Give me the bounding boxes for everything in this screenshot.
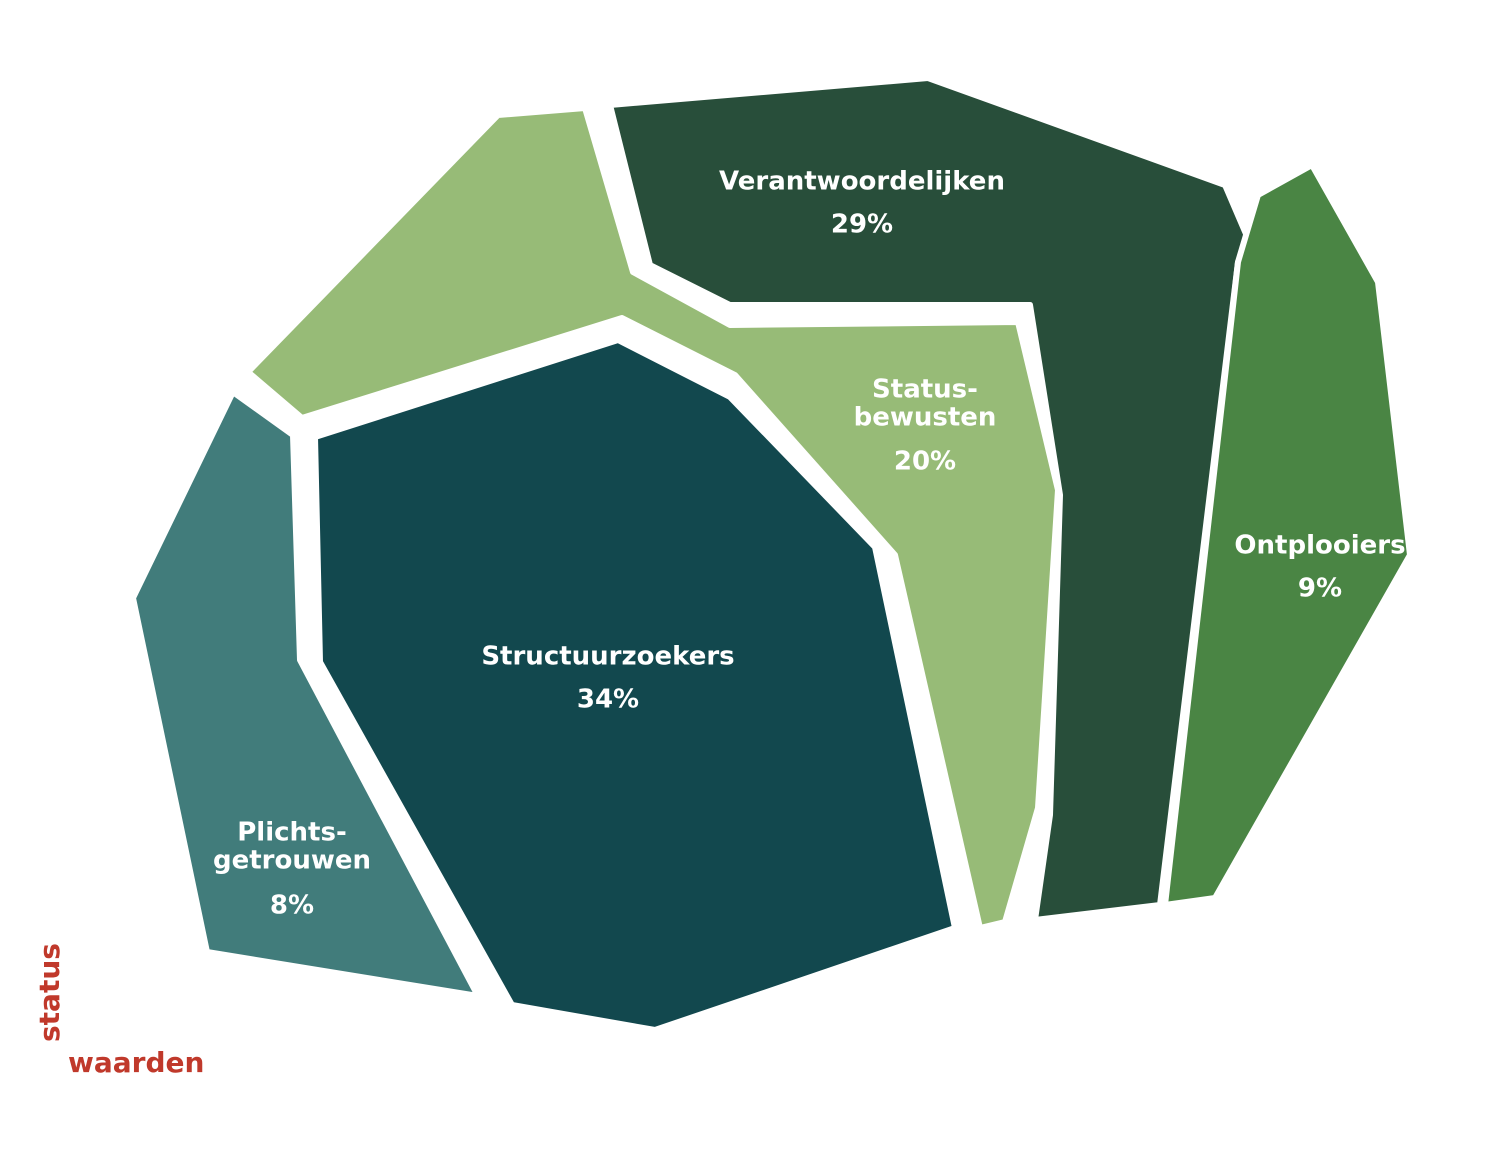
cell-ontplooiers	[1162, 162, 1413, 908]
segment-value-ontplooiers: 9%	[1298, 574, 1342, 604]
segment-label-plichts-getrouwen: Plichts-	[237, 818, 347, 848]
segment-label-status-bewusten: bewusten	[854, 403, 997, 433]
segment-value-plichts-getrouwen: 8%	[270, 891, 314, 921]
segment-value-structuurzoekers: 34%	[577, 685, 639, 715]
cell-plichts-getrouwen	[130, 389, 481, 999]
segment-label-plichts-getrouwen: getrouwen	[213, 846, 371, 876]
y-axis-label: status	[33, 943, 66, 1042]
segment-label-verantwoordelijken: Verantwoordelijken	[719, 167, 1005, 197]
cell-verantwoordelijken	[607, 75, 1261, 923]
segment-label-structuurzoekers: Structuurzoekers	[481, 642, 734, 672]
segment-value-status-bewusten: 20%	[894, 447, 956, 477]
segment-label-status-bewusten: Status-	[872, 375, 978, 405]
x-axis-label: waarden	[68, 1046, 204, 1079]
segment-label-ontplooiers: Ontplooiers	[1234, 531, 1405, 561]
segment-value-verantwoordelijken: 29%	[831, 210, 893, 240]
cell-structuurzoekers	[312, 337, 958, 1033]
cell-status-bewusten	[245, 105, 1061, 931]
